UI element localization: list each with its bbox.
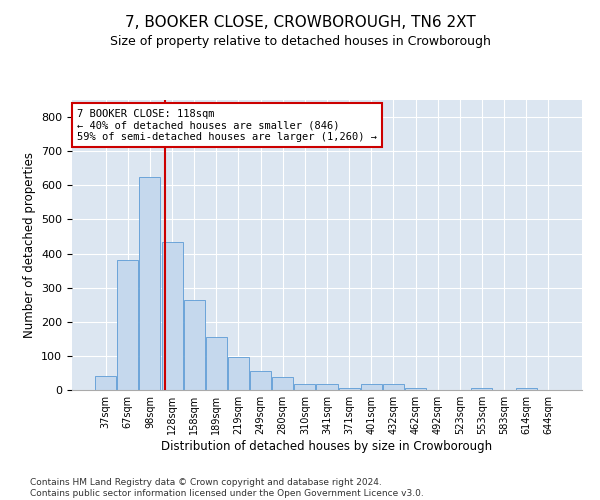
Text: Contains HM Land Registry data © Crown copyright and database right 2024.
Contai: Contains HM Land Registry data © Crown c…: [30, 478, 424, 498]
Bar: [250, 371, 271, 390]
Bar: [95, 376, 116, 390]
Bar: [361, 384, 382, 390]
Bar: [139, 177, 160, 390]
Text: 7 BOOKER CLOSE: 118sqm
← 40% of detached houses are smaller (846)
59% of semi-de: 7 BOOKER CLOSE: 118sqm ← 40% of detached…: [77, 108, 377, 142]
Bar: [472, 388, 493, 390]
Bar: [206, 337, 227, 390]
Y-axis label: Number of detached properties: Number of detached properties: [23, 152, 35, 338]
Bar: [515, 388, 536, 390]
Bar: [316, 384, 338, 390]
Bar: [161, 242, 182, 390]
Bar: [272, 377, 293, 390]
Text: 7, BOOKER CLOSE, CROWBOROUGH, TN6 2XT: 7, BOOKER CLOSE, CROWBOROUGH, TN6 2XT: [125, 15, 475, 30]
Bar: [405, 388, 426, 390]
Bar: [228, 357, 249, 390]
Bar: [184, 300, 205, 390]
X-axis label: Distribution of detached houses by size in Crowborough: Distribution of detached houses by size …: [161, 440, 493, 453]
Text: Size of property relative to detached houses in Crowborough: Size of property relative to detached ho…: [110, 35, 490, 48]
Bar: [118, 260, 139, 390]
Bar: [295, 384, 316, 390]
Bar: [383, 384, 404, 390]
Bar: [338, 388, 359, 390]
